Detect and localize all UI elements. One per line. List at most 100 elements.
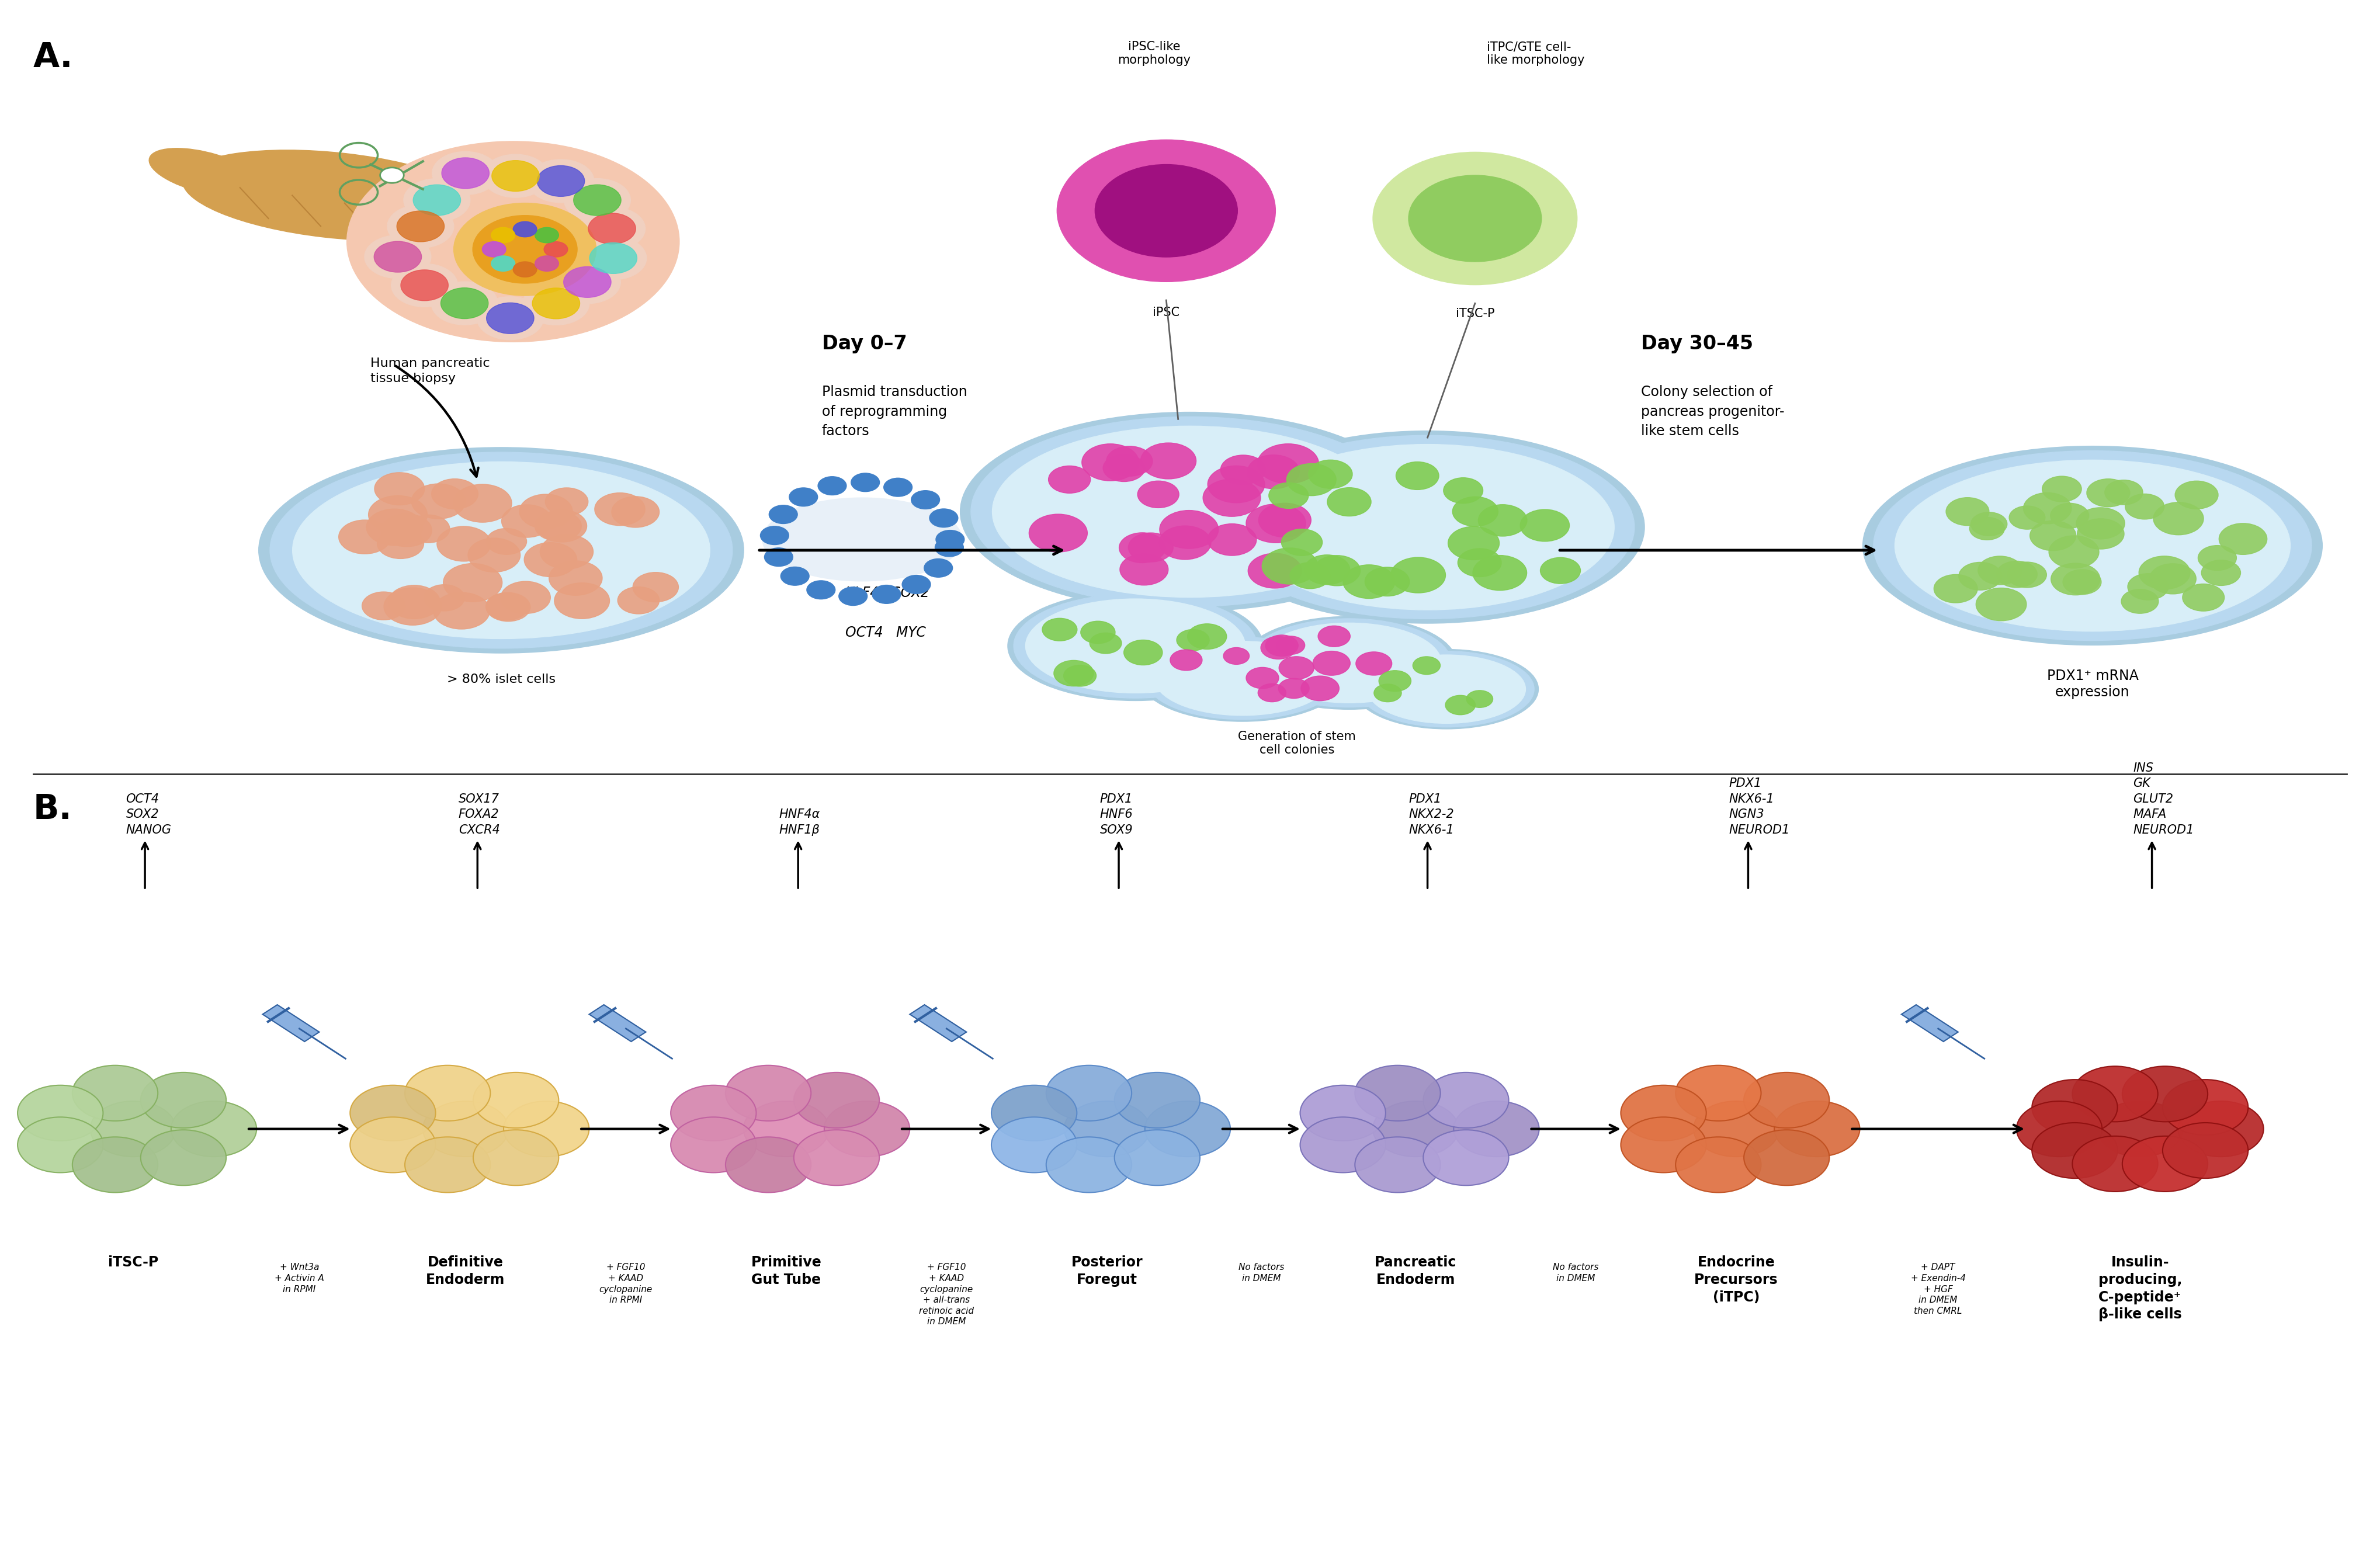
Circle shape <box>883 478 912 497</box>
Circle shape <box>871 585 900 604</box>
Circle shape <box>1314 556 1361 585</box>
Circle shape <box>1414 656 1440 675</box>
Ellipse shape <box>762 498 962 580</box>
Circle shape <box>1466 690 1492 707</box>
Ellipse shape <box>150 149 259 197</box>
Circle shape <box>171 1101 257 1156</box>
Text: PDX1
NKX6-1
NGN3
NEUROD1: PDX1 NKX6-1 NGN3 NEUROD1 <box>1730 777 1790 836</box>
Circle shape <box>838 587 866 605</box>
Circle shape <box>555 260 621 303</box>
Ellipse shape <box>1354 649 1537 729</box>
Circle shape <box>1959 562 2002 590</box>
Ellipse shape <box>183 150 488 240</box>
Circle shape <box>2009 506 2044 529</box>
Circle shape <box>362 591 405 619</box>
Circle shape <box>1357 652 1392 675</box>
Circle shape <box>1247 667 1278 689</box>
Ellipse shape <box>1014 594 1257 698</box>
Text: KLF4   SOX2: KLF4 SOX2 <box>845 585 931 599</box>
Circle shape <box>1047 1136 1130 1192</box>
Circle shape <box>2218 523 2268 554</box>
Circle shape <box>1123 639 1161 666</box>
Circle shape <box>533 288 581 319</box>
Circle shape <box>578 207 645 251</box>
Text: Endocrine
Precursors
(iTPC): Endocrine Precursors (iTPC) <box>1695 1255 1778 1303</box>
Circle shape <box>935 539 964 557</box>
Circle shape <box>469 539 521 573</box>
Circle shape <box>1138 481 1178 508</box>
Circle shape <box>400 269 447 300</box>
Ellipse shape <box>1145 638 1340 720</box>
Circle shape <box>405 1065 490 1121</box>
Text: > 80% islet cells: > 80% islet cells <box>447 673 555 686</box>
Circle shape <box>374 241 421 272</box>
Circle shape <box>2128 573 2168 601</box>
Circle shape <box>1042 618 1078 641</box>
Ellipse shape <box>1221 435 1635 619</box>
Circle shape <box>1259 503 1311 537</box>
Circle shape <box>1373 1101 1459 1156</box>
Circle shape <box>1309 460 1352 489</box>
Circle shape <box>2073 1136 2159 1192</box>
Circle shape <box>1447 526 1499 560</box>
Circle shape <box>514 221 538 237</box>
Text: HNF4α
HNF1β: HNF4α HNF1β <box>778 808 821 836</box>
Text: B.: B. <box>33 793 71 825</box>
Circle shape <box>1223 647 1250 664</box>
Circle shape <box>493 161 540 192</box>
Circle shape <box>1354 1065 1440 1121</box>
Circle shape <box>1047 1065 1130 1121</box>
Circle shape <box>1621 1118 1706 1173</box>
Circle shape <box>1261 636 1295 659</box>
Circle shape <box>2052 503 2090 528</box>
Circle shape <box>2125 494 2163 519</box>
Ellipse shape <box>1140 635 1345 721</box>
Circle shape <box>1975 588 2025 621</box>
Circle shape <box>1390 557 1445 593</box>
Circle shape <box>71 1136 157 1192</box>
Circle shape <box>764 548 793 567</box>
Circle shape <box>1745 1073 1830 1128</box>
Circle shape <box>431 282 497 325</box>
Circle shape <box>1259 684 1285 701</box>
Circle shape <box>1114 1130 1200 1186</box>
Circle shape <box>17 1085 102 1141</box>
Circle shape <box>528 159 595 203</box>
Circle shape <box>671 1118 757 1173</box>
Polygon shape <box>909 1005 966 1042</box>
Circle shape <box>852 474 881 492</box>
Text: iPSC-like
morphology: iPSC-like morphology <box>1119 40 1190 67</box>
Text: Primitive
Gut Tube: Primitive Gut Tube <box>752 1255 821 1286</box>
Circle shape <box>1176 630 1209 650</box>
Circle shape <box>1676 1136 1761 1192</box>
Circle shape <box>2033 1079 2118 1135</box>
Ellipse shape <box>1242 616 1457 709</box>
Circle shape <box>1745 1130 1830 1186</box>
Circle shape <box>795 1130 878 1186</box>
Text: Insulin-
producing,
C-peptide⁺
β-like cells: Insulin- producing, C-peptide⁺ β-like ce… <box>2099 1255 2182 1322</box>
Circle shape <box>431 478 478 509</box>
Circle shape <box>376 528 424 559</box>
Text: Definitive
Endoderm: Definitive Endoderm <box>426 1255 505 1286</box>
Circle shape <box>490 255 514 271</box>
Circle shape <box>538 509 588 542</box>
Circle shape <box>1207 523 1257 556</box>
Circle shape <box>405 178 471 221</box>
Circle shape <box>486 303 533 334</box>
Text: + DAPT
+ Exendin-4
+ HGF
in DMEM
then CMRL: + DAPT + Exendin-4 + HGF in DMEM then CM… <box>1911 1263 1966 1316</box>
Polygon shape <box>1902 1005 1959 1042</box>
Circle shape <box>550 560 602 596</box>
Ellipse shape <box>1894 460 2290 632</box>
Circle shape <box>1140 443 1197 478</box>
Circle shape <box>1081 621 1116 644</box>
Circle shape <box>1188 624 1226 649</box>
Circle shape <box>1328 488 1371 515</box>
Text: OCT4
SOX2
NANOG: OCT4 SOX2 NANOG <box>126 793 171 836</box>
Circle shape <box>381 514 431 546</box>
Circle shape <box>992 1118 1076 1173</box>
Circle shape <box>338 520 390 554</box>
Circle shape <box>1695 1101 1778 1156</box>
Circle shape <box>1064 1101 1150 1156</box>
Circle shape <box>486 593 528 621</box>
Circle shape <box>795 1073 878 1128</box>
